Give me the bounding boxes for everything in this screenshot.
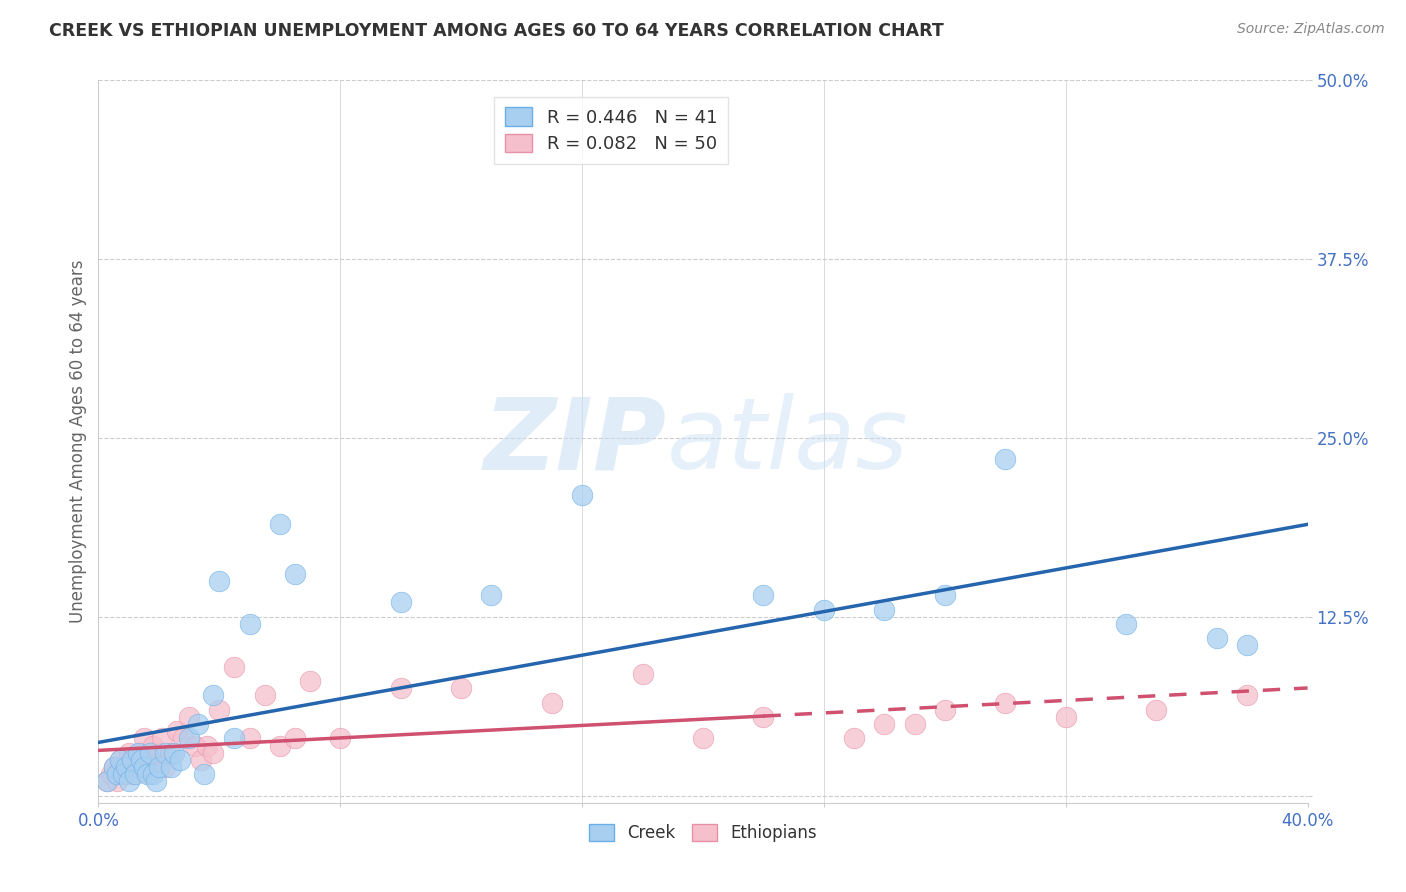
Point <box>139 746 162 760</box>
Point <box>127 760 149 774</box>
Point <box>160 760 183 774</box>
Point <box>124 767 146 781</box>
Point <box>873 602 896 616</box>
Text: Source: ZipAtlas.com: Source: ZipAtlas.com <box>1237 22 1385 37</box>
Point <box>118 746 141 760</box>
Point <box>179 731 201 746</box>
Point <box>135 753 157 767</box>
Point <box>187 717 209 731</box>
Point <box>145 774 167 789</box>
Point <box>124 753 146 767</box>
Point <box>169 753 191 767</box>
Legend: Creek, Ethiopians: Creek, Ethiopians <box>582 817 824 848</box>
Point <box>208 574 231 588</box>
Text: atlas: atlas <box>666 393 908 490</box>
Point <box>1236 689 1258 703</box>
Point <box>121 753 143 767</box>
Point <box>195 739 218 753</box>
Point <box>752 588 775 602</box>
Point <box>105 767 128 781</box>
Point <box>269 739 291 753</box>
Point <box>108 753 131 767</box>
Point <box>132 731 155 746</box>
Point <box>127 746 149 760</box>
Point <box>481 588 503 602</box>
Point <box>813 602 835 616</box>
Point <box>111 767 134 781</box>
Text: CREEK VS ETHIOPIAN UNEMPLOYMENT AMONG AGES 60 TO 64 YEARS CORRELATION CHART: CREEK VS ETHIOPIAN UNEMPLOYMENT AMONG AG… <box>49 22 943 40</box>
Point <box>121 767 143 781</box>
Point <box>329 731 352 746</box>
Point <box>103 760 125 774</box>
Point <box>692 731 714 746</box>
Point <box>142 739 165 753</box>
Point <box>202 746 225 760</box>
Point <box>904 717 927 731</box>
Point <box>179 710 201 724</box>
Point <box>132 760 155 774</box>
Point <box>540 696 562 710</box>
Point <box>103 760 125 774</box>
Point <box>148 760 170 774</box>
Point <box>129 753 152 767</box>
Point <box>1054 710 1077 724</box>
Point <box>193 767 215 781</box>
Point <box>105 774 128 789</box>
Point <box>239 731 262 746</box>
Point <box>284 731 307 746</box>
Point <box>450 681 472 696</box>
Point <box>108 753 131 767</box>
Point <box>150 731 173 746</box>
Point <box>129 746 152 760</box>
Point <box>239 617 262 632</box>
Point <box>114 767 136 781</box>
Point <box>202 689 225 703</box>
Point <box>111 760 134 774</box>
Point <box>139 767 162 781</box>
Point <box>299 674 322 689</box>
Point <box>163 746 186 760</box>
Point <box>208 703 231 717</box>
Point <box>224 731 246 746</box>
Point <box>934 703 956 717</box>
Point <box>114 760 136 774</box>
Point <box>873 717 896 731</box>
Point <box>142 767 165 781</box>
Point <box>994 696 1017 710</box>
Point <box>153 760 176 774</box>
Point <box>1206 632 1229 646</box>
Point <box>145 760 167 774</box>
Point <box>752 710 775 724</box>
Point <box>100 767 122 781</box>
Text: ZIP: ZIP <box>484 393 666 490</box>
Point <box>96 774 118 789</box>
Point <box>994 452 1017 467</box>
Point <box>96 774 118 789</box>
Point <box>1115 617 1137 632</box>
Point <box>389 681 412 696</box>
Point <box>571 488 593 502</box>
Y-axis label: Unemployment Among Ages 60 to 64 years: Unemployment Among Ages 60 to 64 years <box>69 260 87 624</box>
Point <box>118 774 141 789</box>
Point <box>631 667 654 681</box>
Point <box>224 660 246 674</box>
Point <box>934 588 956 602</box>
Point <box>389 595 412 609</box>
Point <box>190 753 212 767</box>
Point <box>153 746 176 760</box>
Point <box>844 731 866 746</box>
Point <box>253 689 276 703</box>
Point <box>269 516 291 531</box>
Point <box>1236 639 1258 653</box>
Point <box>166 724 188 739</box>
Point <box>160 746 183 760</box>
Point <box>1144 703 1167 717</box>
Point <box>184 739 207 753</box>
Point <box>148 746 170 760</box>
Point <box>284 566 307 581</box>
Point <box>135 767 157 781</box>
Point <box>172 731 194 746</box>
